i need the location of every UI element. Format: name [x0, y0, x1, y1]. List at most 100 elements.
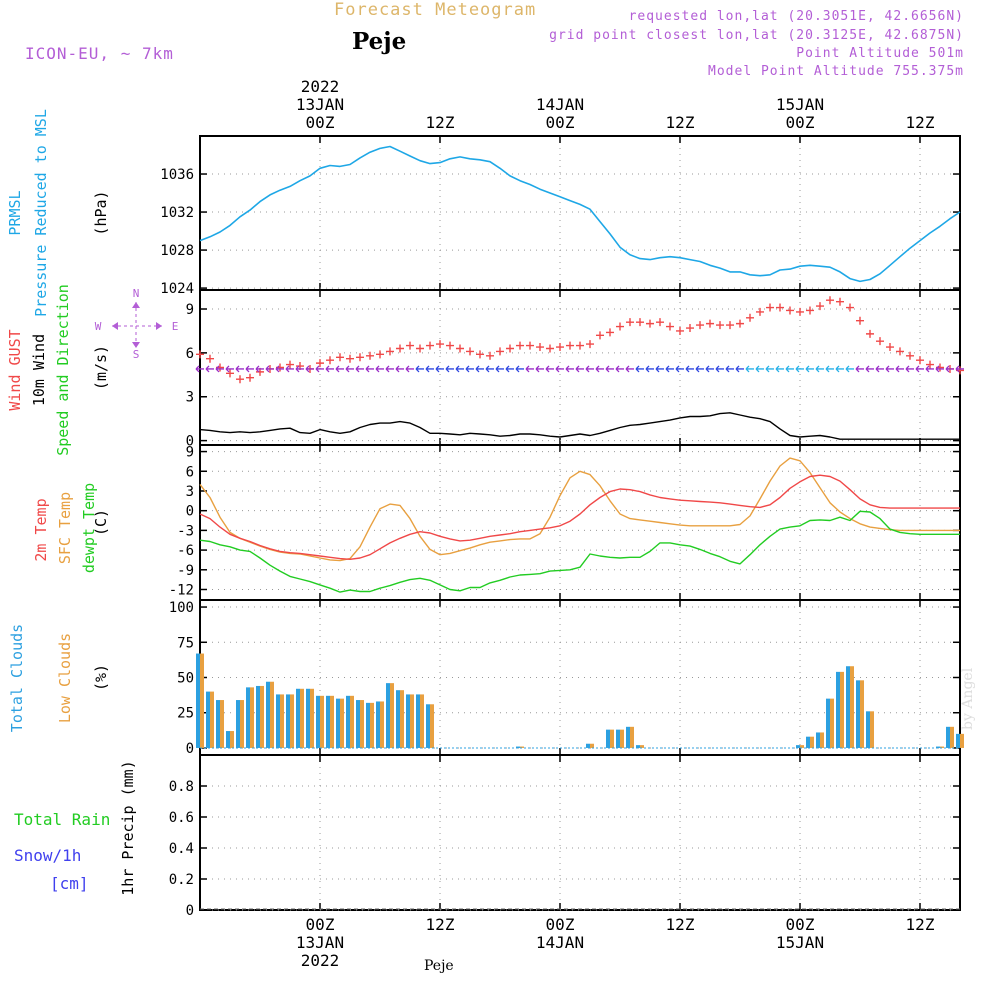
bar-low-clouds: [610, 729, 614, 748]
date-label-top: 13JAN: [296, 95, 344, 114]
bar-low-clouds: [310, 688, 314, 748]
gust-marker: [406, 341, 414, 350]
gust-marker: [346, 354, 354, 363]
gust-marker: [286, 360, 294, 369]
gust-marker: [456, 344, 464, 353]
station-name: Peje: [352, 28, 407, 55]
wind-direction-arrow: [665, 365, 674, 373]
bar-low-clouds: [260, 685, 264, 748]
bar-low-clouds: [590, 743, 594, 748]
compass-s: S: [133, 348, 140, 361]
side-label-snow: Snow/1h: [14, 846, 81, 865]
side-label-pressure: Pressure Reduced to MSL: [32, 109, 50, 317]
bar-total-clouds: [256, 685, 260, 748]
y-axis-label: (hPa): [92, 190, 110, 235]
bar-low-clouds: [860, 680, 864, 748]
gust-marker: [596, 331, 604, 340]
gust-marker: [796, 307, 804, 316]
wind-direction-arrow: [535, 365, 544, 373]
wind-direction-arrow: [605, 365, 614, 373]
bar-total-clouds: [366, 702, 370, 748]
y-tick-label: 6: [186, 346, 194, 362]
wind-direction-arrow: [275, 365, 284, 373]
y-tick-label: -3: [177, 523, 194, 539]
gust-marker: [866, 329, 874, 338]
bar-total-clouds: [266, 681, 270, 748]
bar-low-clouds: [810, 736, 814, 748]
bar-low-clouds: [230, 731, 234, 748]
gust-marker: [886, 343, 894, 352]
gust-marker: [236, 375, 244, 384]
gust-marker: [856, 316, 864, 325]
bar-total-clouds: [196, 653, 200, 748]
bar-low-clouds: [400, 690, 404, 748]
gust-marker: [546, 344, 554, 353]
series-line-sfc-temp: [199, 457, 960, 562]
panel-wind: 0 3 6 9 (m/s) Wind GUST 10m Wind Speed and Dire…: [6, 284, 964, 456]
side-label-speed-direction: Speed and Direction: [54, 284, 72, 456]
wind-direction-arrow: [795, 365, 804, 373]
wind-direction-arrow: [525, 365, 534, 373]
wind-direction-arrow: [865, 365, 874, 373]
side-label-dewpt-temp: dewpt Temp: [80, 483, 98, 573]
y-axis-label: (C): [92, 509, 110, 536]
bar-total-clouds: [276, 694, 280, 748]
wind-direction-arrow: [785, 365, 794, 373]
wind-direction-arrow: [625, 365, 634, 373]
y-axis-label: (m/s): [92, 345, 110, 390]
wind-direction-arrow: [935, 365, 944, 373]
bar-total-clouds: [946, 726, 950, 748]
bar-total-clouds: [246, 687, 250, 748]
wind-direction-arrow: [255, 365, 264, 373]
y-tick-label: 75: [177, 635, 194, 651]
x-tick-label-bottom: 12Z: [666, 915, 695, 934]
y-tick-label: 0: [186, 903, 194, 919]
y-tick-label: 0.8: [169, 779, 194, 795]
y-tick-label: -9: [177, 563, 194, 579]
bar-low-clouds: [280, 694, 284, 748]
wind-direction-arrow: [955, 365, 964, 373]
wind-direction-arrow: [655, 365, 664, 373]
gust-marker: [366, 351, 374, 360]
wind-direction-arrow: [425, 365, 434, 373]
footer-station-label: Peje: [424, 958, 454, 974]
wind-direction-arrow: [885, 365, 894, 373]
bar-total-clouds: [376, 701, 380, 748]
y-tick-label: 0.4: [169, 841, 194, 857]
bar-total-clouds: [356, 700, 360, 748]
gust-marker: [776, 303, 784, 312]
gust-marker: [756, 307, 764, 316]
gust-marker: [926, 360, 934, 369]
side-label-total-rain: Total Rain: [14, 810, 110, 829]
bar-total-clouds: [206, 691, 210, 748]
bar-total-clouds: [826, 698, 830, 748]
wind-direction-arrow: [695, 365, 704, 373]
gust-marker: [416, 344, 424, 353]
bar-total-clouds: [516, 746, 520, 748]
date-label-bottom: 14JAN: [536, 933, 584, 952]
wind-direction-arrow: [725, 365, 734, 373]
bar-total-clouds: [286, 694, 290, 748]
gust-marker: [626, 318, 634, 327]
bar-low-clouds: [250, 687, 254, 748]
bar-low-clouds: [270, 681, 274, 748]
bar-total-clouds: [386, 683, 390, 748]
chart-title: Forecast Meteogram: [334, 0, 537, 20]
gust-marker: [576, 341, 584, 350]
bar-low-clouds: [390, 683, 394, 748]
gust-marker: [526, 341, 534, 350]
wind-direction-arrow: [475, 365, 484, 373]
wind-direction-arrow: [305, 365, 314, 373]
series-line-prmsl: [199, 145, 961, 283]
wind-direction-arrow: [685, 365, 694, 373]
gust-marker: [636, 318, 644, 327]
panel-frame: [199, 135, 961, 291]
bar-low-clouds: [520, 746, 524, 748]
y-tick-label: 3: [186, 390, 194, 406]
gust-marker: [436, 340, 444, 349]
y-tick-label: 9: [186, 445, 194, 461]
model-point-altitude: Model Point Altitude 755.375m: [708, 64, 964, 79]
point-altitude: Point Altitude 501m: [796, 46, 964, 61]
bar-low-clouds: [350, 695, 354, 748]
bar-total-clouds: [396, 690, 400, 748]
